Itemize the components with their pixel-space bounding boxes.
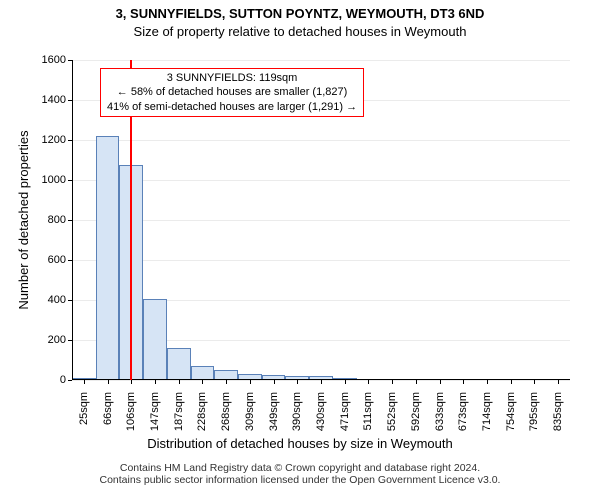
bar — [191, 366, 215, 380]
x-tick-label: 754sqm — [505, 386, 517, 431]
bar — [96, 136, 120, 380]
x-tick-mark — [392, 380, 393, 384]
x-tick-label: 25sqm — [78, 386, 90, 425]
x-tick-mark — [345, 380, 346, 384]
x-tick-mark — [440, 380, 441, 384]
annotation-line: 3 SUNNYFIELDS: 119sqm — [107, 71, 357, 85]
x-tick-mark — [108, 380, 109, 384]
x-tick-mark — [274, 380, 275, 384]
x-axis-line — [72, 379, 570, 380]
annotation-line: ← 58% of detached houses are smaller (1,… — [107, 85, 357, 99]
x-tick-mark — [321, 380, 322, 384]
y-axis-line — [72, 60, 73, 380]
x-tick-label: 673sqm — [457, 386, 469, 431]
x-tick-mark — [511, 380, 512, 384]
chart-caption: Contains HM Land Registry data © Crown c… — [0, 462, 600, 486]
x-tick-label: 511sqm — [362, 386, 374, 430]
x-tick-mark — [558, 380, 559, 384]
y-tick-mark — [68, 380, 72, 381]
x-tick-mark — [416, 380, 417, 384]
x-tick-mark — [131, 380, 132, 384]
x-tick-label: 835sqm — [552, 386, 564, 431]
x-tick-mark — [226, 380, 227, 384]
x-tick-label: 390sqm — [291, 386, 303, 431]
x-tick-label: 187sqm — [173, 386, 185, 431]
x-tick-label: 268sqm — [220, 386, 232, 431]
annotation-line: 41% of semi-detached houses are larger (… — [107, 100, 357, 114]
x-tick-label: 147sqm — [149, 386, 161, 431]
x-tick-label: 228sqm — [196, 386, 208, 431]
x-tick-mark — [487, 380, 488, 384]
x-tick-label: 471sqm — [339, 386, 351, 431]
y-axis-label: Number of detached properties — [16, 120, 31, 320]
gridline — [72, 140, 570, 141]
x-tick-label: 349sqm — [268, 386, 280, 431]
x-tick-label: 552sqm — [386, 386, 398, 431]
gridline — [72, 220, 570, 221]
x-tick-label: 66sqm — [102, 386, 114, 425]
x-tick-label: 795sqm — [528, 386, 540, 431]
x-tick-label: 633sqm — [434, 386, 446, 431]
bar — [143, 299, 167, 380]
gridline — [72, 260, 570, 261]
gridline — [72, 60, 570, 61]
x-axis-label: Distribution of detached houses by size … — [0, 436, 600, 451]
x-tick-mark — [534, 380, 535, 384]
x-tick-mark — [155, 380, 156, 384]
bar — [167, 348, 191, 380]
x-tick-label: 309sqm — [244, 386, 256, 431]
x-tick-label: 714sqm — [481, 386, 493, 431]
x-tick-mark — [368, 380, 369, 384]
x-tick-mark — [84, 380, 85, 384]
x-tick-label: 592sqm — [410, 386, 422, 431]
x-tick-label: 106sqm — [125, 386, 137, 431]
x-tick-mark — [297, 380, 298, 384]
chart-title: 3, SUNNYFIELDS, SUTTON POYNTZ, WEYMOUTH,… — [0, 6, 600, 21]
chart-subtitle: Size of property relative to detached ho… — [0, 24, 600, 39]
x-tick-mark — [250, 380, 251, 384]
x-tick-mark — [179, 380, 180, 384]
gridline — [72, 180, 570, 181]
x-tick-mark — [463, 380, 464, 384]
annotation-box: 3 SUNNYFIELDS: 119sqm ← 58% of detached … — [100, 68, 364, 117]
x-tick-label: 430sqm — [315, 386, 327, 431]
x-tick-mark — [202, 380, 203, 384]
